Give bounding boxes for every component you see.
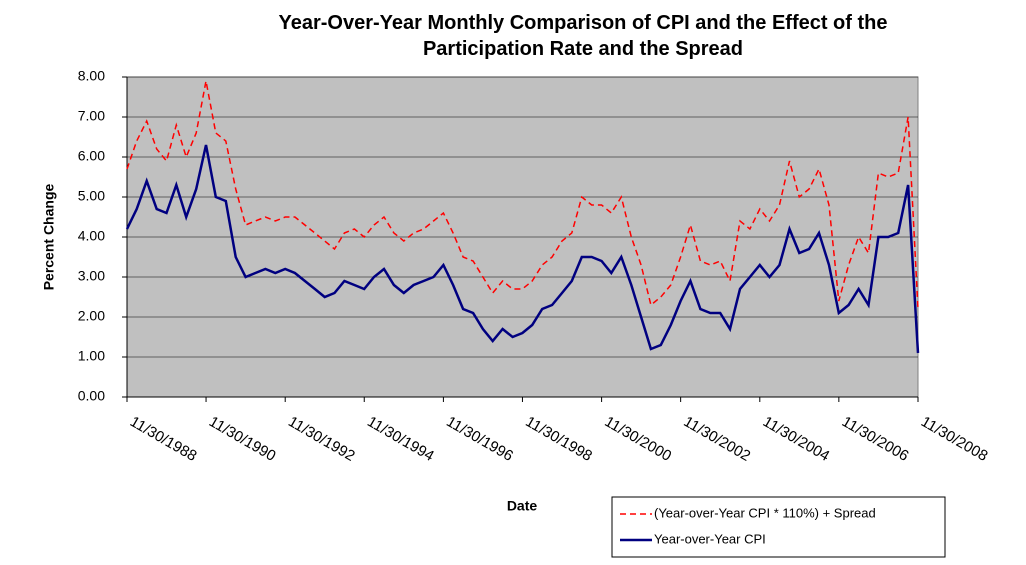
y-tick-label: 8.00 [78,68,105,84]
y-tick-label: 4.00 [78,228,105,244]
x-tick-label: 11/30/1992 [285,413,358,465]
x-tick-label: 11/30/1998 [522,413,595,465]
x-tick-label: 11/30/2004 [760,413,833,465]
x-tick-label: 11/30/2008 [918,413,991,465]
x-tick-label: 11/30/1994 [364,413,437,465]
series-line [125,144,920,354]
x-tick-label: 11/30/2002 [681,413,754,465]
y-tick-label: 2.00 [78,308,105,324]
legend-label: Year-over-Year CPI [654,531,766,546]
x-tick-label: 11/30/2006 [839,413,912,465]
y-tick-label: 3.00 [78,268,105,284]
y-tick-label: 6.00 [78,148,105,164]
x-tick-label: 11/30/2000 [602,413,675,465]
y-axis-label: Percent Change [41,183,57,290]
series-line [126,80,919,310]
chart-title: Year-Over-Year Monthly Comparison of CPI… [278,12,888,60]
y-tick-label: 1.00 [78,348,105,364]
legend-label: (Year-over-Year CPI * 110%) + Spread [654,505,876,520]
legend-box [611,496,946,558]
x-tick-label: 11/30/1996 [443,413,516,465]
x-axis-label: Date [507,498,538,514]
y-tick-label: 0.00 [78,388,105,404]
x-tick-label: 11/30/1990 [206,413,279,465]
x-tick-label: 11/30/1988 [127,413,200,465]
y-tick-label: 5.00 [78,188,105,204]
y-tick-label: 7.00 [78,108,105,124]
